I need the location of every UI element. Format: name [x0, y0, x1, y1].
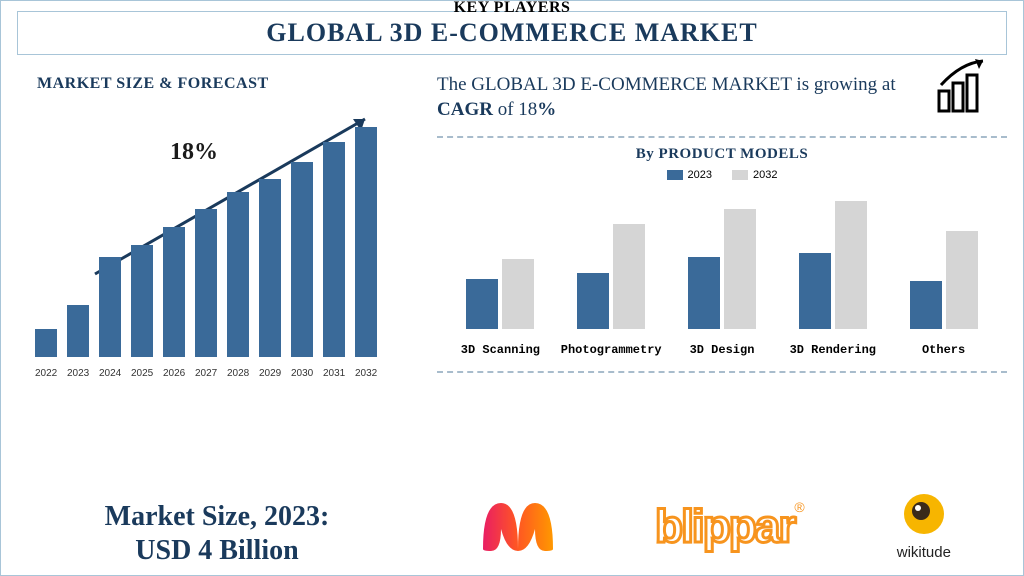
main-title: GLOBAL 3D E-COMMERCE MARKET — [266, 18, 757, 47]
tagline-post: of 18 — [493, 99, 537, 120]
forecast-year-label: 2031 — [323, 368, 345, 379]
forecast-bar — [163, 227, 185, 357]
left-column: MARKET SIZE & FORECAST 18% 2022202320242… — [17, 63, 417, 483]
legend-2023-label: 2023 — [688, 169, 712, 181]
tagline-pre: The — [437, 74, 471, 95]
tagline: The GLOBAL 3D E-COMMERCE MARKET is growi… — [437, 73, 1007, 122]
growth-chart-icon — [933, 57, 997, 113]
legend-2032: 2032 — [732, 169, 777, 181]
segment-group — [556, 189, 667, 329]
legend-2023: 2023 — [667, 169, 712, 181]
segment-bar-2023 — [577, 273, 609, 329]
segment-bars — [445, 189, 999, 329]
forecast-bar — [35, 329, 57, 357]
content-row: MARKET SIZE & FORECAST 18% 2022202320242… — [17, 63, 1007, 483]
market-size-line2: USD 4 Billion — [17, 534, 417, 568]
segment-category-label: Photogrammetry — [556, 343, 667, 357]
forecast-bar — [131, 245, 153, 357]
segment-category-label: 3D Scanning — [445, 343, 556, 357]
blippar-text: blippar — [655, 500, 794, 552]
market-size-block: Market Size, 2023: USD 4 Billion — [17, 500, 417, 567]
segment-chart: 3D ScanningPhotogrammetry3D Design3D Ren… — [445, 187, 999, 357]
segment-bar-2032 — [835, 201, 867, 329]
legend-2032-label: 2032 — [753, 169, 777, 181]
forecast-year-label: 2023 — [67, 368, 89, 379]
segment-heading: By PRODUCT MODELS — [437, 146, 1007, 163]
key-players-block: KEY PLAYERS blippar® wikitude — [417, 491, 1007, 562]
segment-group — [445, 189, 556, 329]
segment-legend: 2023 2032 — [437, 169, 1007, 181]
tagline-highlight: GLOBAL 3D E-COMMERCE MARKET — [471, 74, 791, 95]
divider-2 — [437, 371, 1007, 373]
tagline-cagr: CAGR — [437, 99, 493, 120]
key-players-heading: KEY PLAYERS — [454, 0, 571, 17]
forecast-year-label: 2032 — [355, 368, 377, 379]
segment-category-label: 3D Design — [667, 343, 778, 357]
segment-bar-2032 — [946, 231, 978, 329]
segment-group — [888, 189, 999, 329]
forecast-chart: 18% 202220232024202520262027202820292030… — [35, 99, 417, 379]
segment-bar-2032 — [613, 224, 645, 329]
forecast-bar — [355, 127, 377, 357]
myntra-icon — [473, 491, 563, 557]
segment-bar-2023 — [799, 253, 831, 329]
logo-blippar: blippar® — [655, 499, 805, 553]
forecast-xaxis: 2022 2023 2024 2025 2026 2027 2028 2029 2030 2031… — [35, 368, 417, 379]
forecast-bar — [67, 305, 89, 357]
wikitude-text: wikitude — [897, 544, 951, 561]
segment-group — [777, 189, 888, 329]
segment-bar-2023 — [466, 279, 498, 329]
market-size-line1: Market Size, 2023: — [17, 500, 417, 534]
forecast-year-label: 2028 — [227, 368, 249, 379]
forecast-bar — [195, 209, 217, 357]
forecast-year-label: 2030 — [291, 368, 313, 379]
forecast-heading: MARKET SIZE & FORECAST — [37, 75, 417, 93]
segment-bar-2032 — [502, 259, 534, 329]
forecast-bars — [35, 117, 417, 357]
forecast-year-label: 2026 — [163, 368, 185, 379]
blippar-reg: ® — [794, 499, 804, 515]
tagline-pct: % — [537, 99, 556, 120]
title-box: GLOBAL 3D E-COMMERCE MARKET — [17, 11, 1007, 55]
forecast-bar — [227, 192, 249, 357]
forecast-bar — [323, 142, 345, 357]
segment-group — [667, 189, 778, 329]
wikitude-icon — [901, 491, 947, 537]
forecast-year-label: 2022 — [35, 368, 57, 379]
forecast-bar — [259, 179, 281, 357]
segment-category-label: 3D Rendering — [777, 343, 888, 357]
footer-row: Market Size, 2023: USD 4 Billion KEY PLA… — [17, 483, 1007, 569]
segment-bar-2023 — [688, 257, 720, 329]
divider-1 — [437, 136, 1007, 138]
forecast-year-label: 2025 — [131, 368, 153, 379]
segment-category-label: Others — [888, 343, 999, 357]
tagline-mid: is growing at — [792, 74, 896, 95]
infographic-frame: GLOBAL 3D E-COMMERCE MARKET MARKET SIZE … — [0, 0, 1024, 576]
segment-bar-2023 — [910, 281, 942, 329]
forecast-year-label: 2024 — [99, 368, 121, 379]
segment-bar-2032 — [724, 209, 756, 329]
forecast-year-label: 2027 — [195, 368, 217, 379]
logo-wikitude: wikitude — [897, 491, 951, 561]
segment-xaxis: 3D ScanningPhotogrammetry3D Design3D Ren… — [445, 343, 999, 357]
forecast-year-label: 2029 — [259, 368, 281, 379]
forecast-bar — [99, 257, 121, 357]
forecast-bar — [291, 162, 313, 357]
logo-myntra — [473, 491, 563, 562]
right-column: The GLOBAL 3D E-COMMERCE MARKET is growi… — [417, 63, 1007, 483]
